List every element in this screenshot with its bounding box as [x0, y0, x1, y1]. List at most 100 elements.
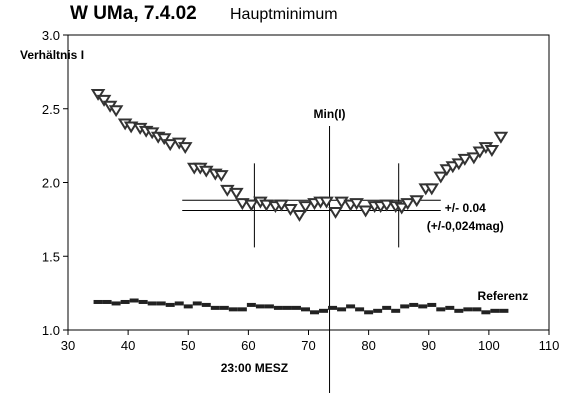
- reference-point: [192, 301, 202, 306]
- ratio-point: [379, 199, 394, 212]
- x-tick-label: 50: [181, 338, 195, 353]
- y-tick-label: 3.0: [42, 28, 60, 43]
- reference-point: [364, 310, 374, 315]
- reference-point: [129, 298, 139, 303]
- series-ratio: [90, 89, 509, 222]
- ratio-point: [319, 196, 334, 209]
- reference-point: [210, 305, 220, 310]
- reference-point: [156, 301, 166, 306]
- reference-point: [409, 302, 419, 307]
- ratio-point: [283, 204, 298, 216]
- reference-point: [102, 299, 112, 304]
- reference-point: [454, 308, 464, 313]
- reference-point: [255, 304, 265, 309]
- reference-point: [382, 305, 392, 310]
- min-label: Min(I): [314, 107, 346, 121]
- reference-point: [319, 308, 329, 313]
- ratio-point: [214, 170, 229, 183]
- error-mag-label: (+/-0,024mag): [427, 219, 504, 233]
- reference-point: [228, 307, 238, 312]
- x-tick-label: 90: [422, 338, 436, 353]
- reference-point: [400, 304, 410, 309]
- reference-point: [418, 304, 428, 309]
- reference-point: [472, 307, 482, 312]
- ratio-point: [394, 202, 409, 215]
- annotation-labels: Min(I) +/- 0.04 (+/-0,024mag) 23:00 MESZ Ref…: [221, 107, 529, 375]
- reference-point: [264, 304, 274, 309]
- reference-point: [138, 299, 148, 304]
- reference-point: [219, 305, 229, 310]
- ratio-point: [451, 158, 467, 171]
- reference-point: [310, 310, 320, 315]
- reference-point: [445, 305, 455, 310]
- ratio-point: [162, 139, 178, 152]
- reference-point: [273, 305, 283, 310]
- time-note-label: 23:00 MESZ: [221, 361, 288, 375]
- reference-point: [93, 299, 103, 304]
- reference-point: [490, 308, 500, 313]
- ratio-point: [156, 133, 172, 146]
- ratio-point: [457, 153, 473, 166]
- chart-title: W UMa, 7.4.02: [70, 3, 197, 24]
- reference-point: [291, 305, 301, 310]
- ratio-point: [259, 199, 274, 212]
- ratio-point: [90, 89, 106, 101]
- reference-point: [201, 302, 211, 307]
- ratio-point: [108, 105, 124, 118]
- x-tick-label: 70: [301, 338, 315, 353]
- reference-point: [355, 307, 365, 312]
- reference-point: [300, 307, 310, 312]
- reference-label: Referenz: [478, 289, 529, 303]
- ratio-point: [409, 195, 425, 208]
- reference-point: [282, 305, 292, 310]
- ratio-point: [298, 201, 313, 214]
- reference-point: [111, 301, 121, 306]
- ratio-point: [229, 187, 244, 200]
- y-tick-label: 2.0: [42, 176, 60, 191]
- x-axis: 30 40 50 60 70 80 90 100 110: [61, 330, 560, 353]
- reference-point: [499, 308, 509, 313]
- ratio-point: [466, 152, 482, 165]
- reference-point: [337, 307, 347, 312]
- x-tick-label: 60: [241, 338, 255, 353]
- reference-point: [246, 302, 256, 307]
- chart-subtitle: Hauptminimum: [230, 6, 338, 23]
- x-tick-label: 100: [478, 338, 500, 353]
- ratio-point: [433, 171, 449, 184]
- ratio-point: [244, 199, 259, 212]
- ratio-point: [292, 209, 307, 222]
- x-tick-label: 30: [61, 338, 75, 353]
- x-tick-label: 80: [361, 338, 375, 353]
- error-label: +/- 0.04: [445, 201, 486, 215]
- ratio-point: [472, 146, 488, 159]
- y-tick-label: 1.5: [42, 249, 60, 264]
- x-tick-label: 110: [539, 338, 560, 353]
- reference-point: [427, 302, 437, 307]
- reference-point: [328, 305, 338, 310]
- reference-point: [481, 310, 491, 315]
- reference-point: [391, 308, 401, 313]
- series-reference: [93, 298, 509, 315]
- ratio-point: [400, 198, 415, 211]
- ratio-point: [349, 198, 364, 211]
- reference-point: [183, 304, 193, 309]
- ratio-point: [235, 198, 250, 211]
- reference-point: [120, 299, 130, 304]
- reference-point: [147, 301, 157, 306]
- reference-point: [165, 302, 175, 307]
- reference-point: [237, 307, 247, 312]
- ratio-point: [177, 142, 193, 155]
- ratio-point: [96, 94, 112, 107]
- ratio-point: [424, 183, 440, 196]
- reference-point: [346, 304, 356, 309]
- reference-point: [463, 307, 473, 312]
- x-tick-label: 40: [121, 338, 135, 353]
- ratio-point: [358, 205, 373, 218]
- y-axis: 1.0 1.5 2.0 2.5 3.0: [42, 28, 68, 338]
- reference-point: [174, 301, 184, 306]
- ratio-point: [123, 121, 139, 134]
- ratio-point: [493, 131, 509, 144]
- plot-frame: [67, 34, 550, 331]
- reference-point: [373, 308, 383, 313]
